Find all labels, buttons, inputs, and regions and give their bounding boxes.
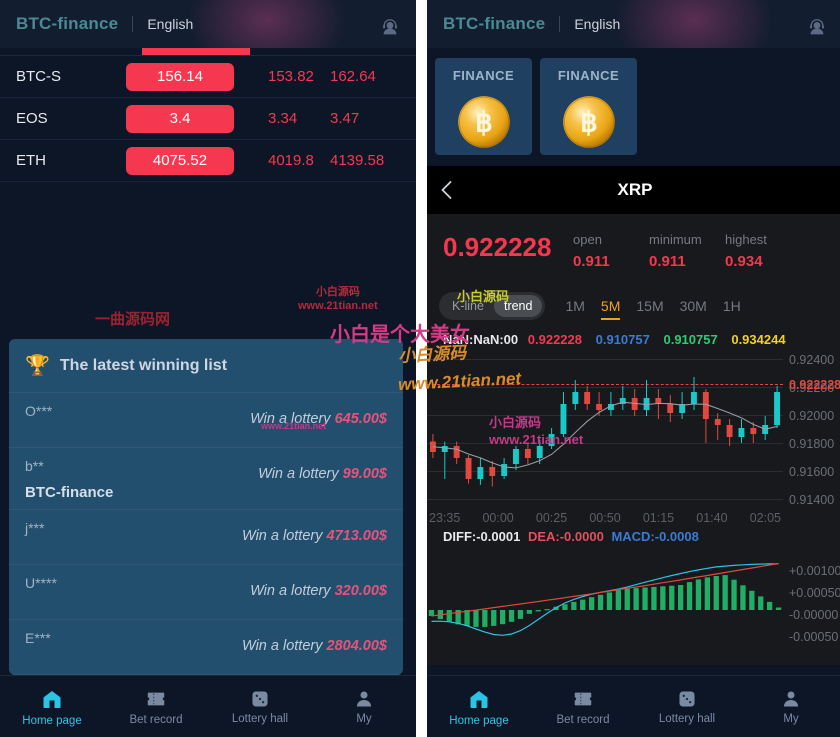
svg-text:฿: ฿ (580, 107, 597, 138)
svg-text:฿: ฿ (475, 107, 492, 138)
